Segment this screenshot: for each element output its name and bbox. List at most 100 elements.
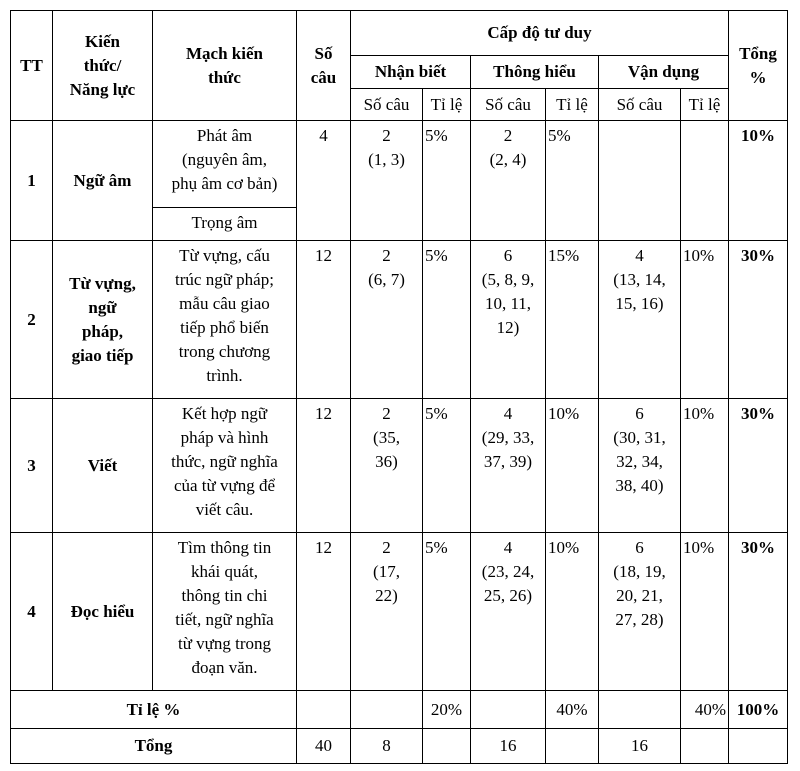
nb-pct: 5% xyxy=(422,120,471,241)
cell-line: Phát âm xyxy=(196,126,253,145)
cell-line: (29, 33, xyxy=(481,428,535,447)
vd-count: 4 (13, 14, 15, 16) xyxy=(598,240,681,399)
cell-line: Đọc hiểu xyxy=(70,601,135,621)
header-level: Nhận biết xyxy=(350,55,471,89)
empty-cell xyxy=(680,728,729,764)
cell-line: Trọng âm xyxy=(191,213,258,232)
header-tt: TT xyxy=(10,10,53,121)
cell-line: (30, 31, xyxy=(613,428,666,447)
row-tt: 2 xyxy=(10,240,53,399)
cell-line: Viết xyxy=(87,455,118,475)
row-count: 4 xyxy=(296,120,351,241)
cell-line: 32, 34, xyxy=(616,452,663,471)
header-sub: Tỉ lệ xyxy=(680,88,729,121)
cell-line: của từ vựng để xyxy=(173,476,276,495)
cell-line: (6, 7) xyxy=(368,270,405,289)
total-label: Tổng xyxy=(10,728,297,764)
cell-line: tiết, ngữ nghĩa xyxy=(175,610,274,629)
row-tt: 4 xyxy=(10,532,53,691)
th-count: 6 (5, 8, 9, 10, 11, 12) xyxy=(470,240,546,399)
cell-line: thức/ xyxy=(83,55,122,75)
cell-line: 25, 26) xyxy=(483,586,533,605)
table-row: Tỉ lệ % 20% 40% 40% 100% xyxy=(10,690,788,729)
cell-line: khái quát, xyxy=(190,562,259,581)
row-total: 30% xyxy=(728,532,788,691)
row-tt: 3 xyxy=(10,398,53,533)
cell-line: (17, xyxy=(373,562,400,581)
empty-cell xyxy=(296,690,351,729)
cell-line: từ vựng trong xyxy=(177,634,272,653)
cell-line: 6 xyxy=(635,538,644,557)
header-sub: Tỉ lệ xyxy=(545,88,599,121)
nb-count: 2 (1, 3) xyxy=(350,120,423,241)
vd-pct: 10% xyxy=(680,398,729,533)
th-pct: 10% xyxy=(545,398,599,533)
th-count: 4 (29, 33, 37, 39) xyxy=(470,398,546,533)
ratio-th: 40% xyxy=(545,690,599,729)
header-sub: Số câu xyxy=(350,88,423,121)
empty-cell xyxy=(545,728,599,764)
cell-line: Kiến xyxy=(85,31,120,51)
cell-line: Kết hợp ngữ xyxy=(181,404,268,423)
total-nb: 8 xyxy=(350,728,423,764)
vd-count: 6 (18, 19, 20, 21, 27, 28) xyxy=(598,532,681,691)
table-row: Nhận biết Thông hiểu Vận dụng xyxy=(11,55,788,89)
th-count: 2 (2, 4) xyxy=(470,120,546,241)
cell-line: (2, 4) xyxy=(489,150,527,169)
cell-line: (23, 24, xyxy=(481,562,535,581)
cell-line: (18, 19, xyxy=(613,562,666,581)
cell-line: pháp và hình xyxy=(180,428,269,447)
cell-line: 4 xyxy=(503,538,513,557)
cell-line: 12) xyxy=(496,318,520,337)
cell-line: tiếp phổ biến xyxy=(180,318,269,337)
table-row: 3 Viết Kết hợp ngữ pháp và hình thức, ngữ ng… xyxy=(10,398,788,533)
row-topic: Trọng âm xyxy=(152,207,297,241)
cell-line: mẫu câu giao xyxy=(179,294,270,313)
row-count: 12 xyxy=(296,532,351,691)
total-th: 16 xyxy=(470,728,546,764)
th-count: 4 (23, 24, 25, 26) xyxy=(470,532,546,691)
cell-line: Mạch kiến xyxy=(186,43,263,63)
empty-cell xyxy=(598,690,681,729)
cell-line: 38, 40) xyxy=(615,476,664,495)
ratio-vd: 40% xyxy=(680,690,729,729)
row-topic: Kết hợp ngữ pháp và hình thức, ngữ nghĩa củ… xyxy=(152,398,297,533)
row-topic: Từ vựng, cấu trúc ngữ pháp; mẫu câu giao ti… xyxy=(152,240,297,399)
row-knowledge: Viết xyxy=(52,398,153,533)
cell-line: (35, xyxy=(373,428,400,447)
cell-line: thông tin chi xyxy=(181,586,268,605)
cell-line: trúc ngữ pháp; xyxy=(175,270,274,289)
header-count: Số câu xyxy=(296,10,351,121)
cell-line: Ngữ âm xyxy=(73,170,132,190)
total-vd: 16 xyxy=(598,728,681,764)
cell-line: (5, 8, 9, xyxy=(481,270,535,289)
cell-line: viết câu. xyxy=(195,500,254,519)
row-topic: Phát âm (nguyên âm, phụ âm cơ bản) xyxy=(152,120,297,208)
vd-count xyxy=(598,120,681,241)
table-row: Số câu Tỉ lệ Số câu Tỉ lệ Số câu Tỉ lệ xyxy=(11,88,788,121)
cell-line: % xyxy=(749,67,767,87)
cell-line: (1, 3) xyxy=(368,150,405,169)
cell-line: Tìm thông tin xyxy=(177,538,272,557)
cell-line: 6 xyxy=(503,246,513,265)
header-total: Tổng% xyxy=(728,10,788,121)
cell-line: Năng lực xyxy=(69,79,136,99)
cell-line: 10, 11, xyxy=(484,294,532,313)
row-total: 10% xyxy=(728,120,788,241)
cell-line: 2 xyxy=(382,404,391,423)
cell-line: Số xyxy=(314,43,333,63)
row-knowledge: Đọc hiểu xyxy=(52,532,153,691)
nb-count: 2 (6, 7) xyxy=(350,240,423,399)
header-sub: Tỉ lệ xyxy=(422,88,471,121)
cell-line: thức, ngữ nghĩa xyxy=(171,452,278,471)
cell-line: ngữ xyxy=(88,297,117,317)
table-row: TT Kiến thức/Năng lực Mạch kiến thức Số câu Cấp… xyxy=(10,10,788,121)
ratio-total: 100% xyxy=(728,690,788,729)
cell-line: Từ vựng, xyxy=(69,273,136,293)
cell-line: trong chương xyxy=(178,342,271,361)
cell-line: pháp, xyxy=(81,321,124,341)
table-row: 2 Từ vựng, ngữ pháp, giao tiếp Từ vựng, cấu tr… xyxy=(10,240,788,399)
th-pct: 5% xyxy=(545,120,599,241)
row-tt: 1 xyxy=(10,120,53,241)
header-knowledge: Kiến thức/Năng lực xyxy=(52,10,153,121)
